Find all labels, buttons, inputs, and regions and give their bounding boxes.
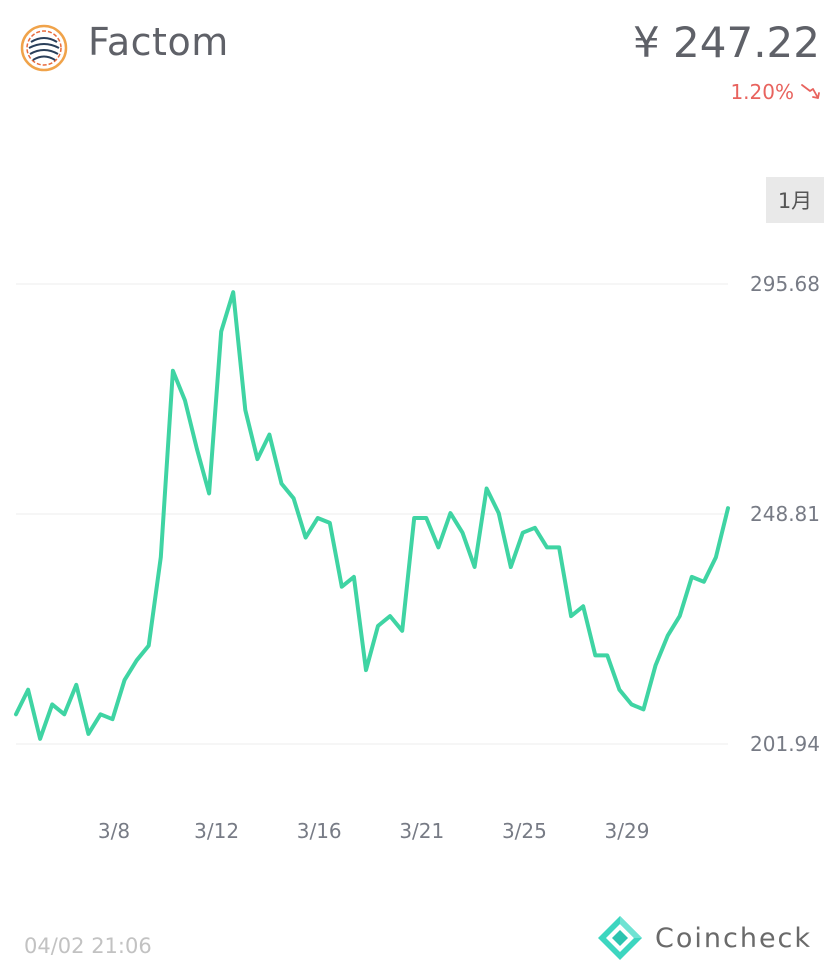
coincheck-brand: Coincheck bbox=[597, 915, 812, 961]
price-change: 1.20% bbox=[730, 80, 822, 104]
brand-name: Coincheck bbox=[655, 922, 813, 954]
x-tick-label-2: 3/16 bbox=[297, 819, 342, 843]
factom-logo-icon bbox=[20, 24, 68, 72]
timestamp: 04/02 21:06 bbox=[24, 934, 152, 958]
y-tick-label-0: 295.68 bbox=[750, 272, 820, 296]
change-percent: 1.20% bbox=[730, 80, 794, 104]
price-chart: 295.68 248.81 201.94 3/8 3/12 3/16 3/21 3/25 3/2… bbox=[14, 272, 820, 843]
coincheck-logo-icon bbox=[598, 916, 642, 960]
period-1-month-button[interactable]: 1月 bbox=[766, 177, 824, 223]
x-tick-label-5: 3/29 bbox=[605, 819, 650, 843]
current-price: ¥ 247.22 bbox=[632, 18, 820, 67]
x-tick-label-0: 3/8 bbox=[98, 819, 130, 843]
y-tick-label-1: 248.81 bbox=[750, 502, 820, 526]
coin-name: Factom bbox=[88, 20, 229, 64]
x-tick-label-3: 3/21 bbox=[399, 819, 444, 843]
price-series-line bbox=[14, 290, 730, 741]
x-tick-label-1: 3/12 bbox=[194, 819, 239, 843]
arrow-down-right-icon bbox=[801, 84, 820, 99]
x-tick-label-4: 3/25 bbox=[502, 819, 547, 843]
y-tick-label-2: 201.94 bbox=[750, 732, 820, 756]
